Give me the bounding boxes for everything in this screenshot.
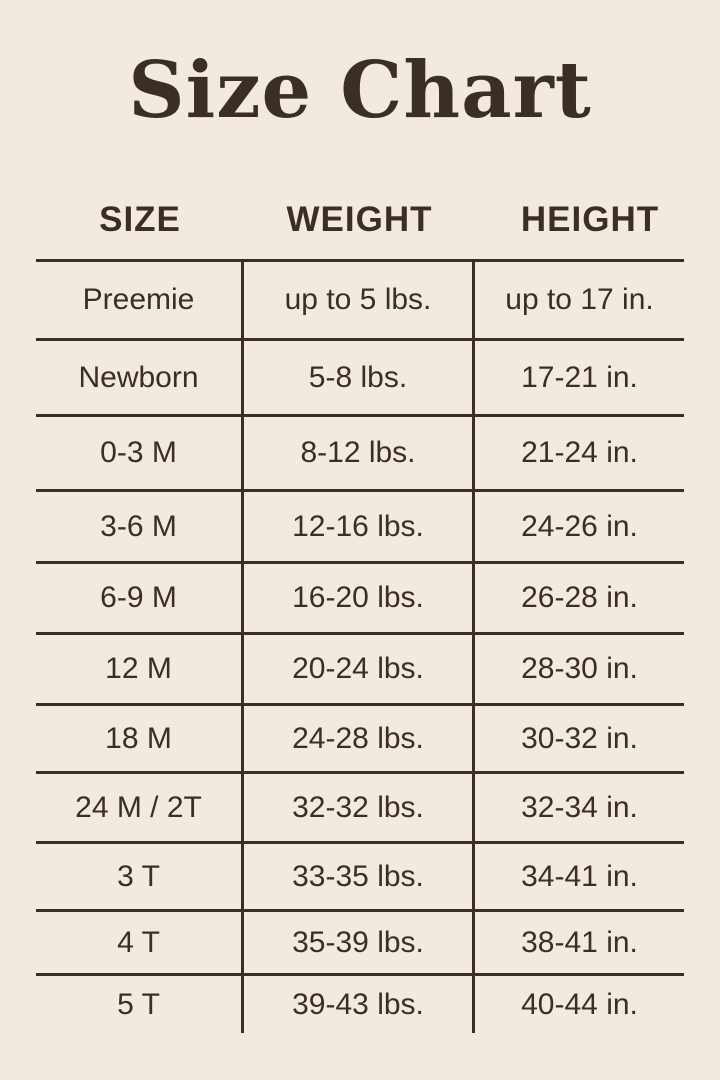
cell-height: 32-34 in.	[521, 790, 638, 824]
cell-size: 3-6 M	[36, 492, 244, 561]
cell-weight: 16-20 lbs.	[244, 564, 475, 632]
cell-weight: 32-32 lbs.	[244, 774, 475, 841]
table-row: 24 M / 2T 32-32 lbs. 32-34 in.	[36, 771, 684, 841]
cell-size: 4 T	[36, 912, 244, 973]
table-row: Newborn 5-8 lbs. 17-21 in.	[36, 338, 684, 414]
cell-size: 12 M	[36, 635, 244, 703]
cell-size: 24 M / 2T	[36, 774, 244, 841]
cell-size: Preemie	[36, 262, 244, 338]
cell-weight: 12-16 lbs.	[244, 492, 475, 561]
cell-weight: up to 5 lbs.	[244, 262, 475, 338]
cell-height: 21-24 in.	[521, 436, 638, 469]
cell-height: 17-21 in.	[521, 360, 638, 394]
cell-size: Newborn	[36, 341, 244, 414]
page-title: Size Chart	[128, 45, 592, 136]
header-weight: WEIGHT	[286, 200, 433, 239]
table-row: 5 T 39-43 lbs. 40-44 in.	[36, 973, 684, 1033]
table-row: 12 M 20-24 lbs. 28-30 in.	[36, 632, 684, 703]
cell-height: 24-26 in.	[521, 509, 638, 543]
cell-size: 5 T	[36, 976, 244, 1033]
cell-size: 3 T	[36, 844, 244, 909]
table-row: 3 T 33-35 lbs. 34-41 in.	[36, 841, 684, 909]
table-row: 18 M 24-28 lbs. 30-32 in.	[36, 703, 684, 771]
cell-weight: 24-28 lbs.	[244, 706, 475, 771]
cell-height: 26-28 in.	[521, 581, 638, 614]
cell-weight: 20-24 lbs.	[244, 635, 475, 703]
header-size: SIZE	[99, 200, 181, 239]
cell-height: up to 17 in.	[505, 283, 654, 316]
cell-weight: 33-35 lbs.	[244, 844, 475, 909]
cell-weight: 35-39 lbs.	[244, 912, 475, 973]
cell-size: 18 M	[36, 706, 244, 771]
size-table: Preemie up to 5 lbs. up to 17 in. Newborn 5-…	[36, 259, 684, 1033]
table-row: Preemie up to 5 lbs. up to 17 in.	[36, 259, 684, 338]
table-row: 6-9 M 16-20 lbs. 26-28 in.	[36, 561, 684, 632]
cell-size: 6-9 M	[36, 564, 244, 632]
table-row: 3-6 M 12-16 lbs. 24-26 in.	[36, 489, 684, 561]
cell-weight: 5-8 lbs.	[244, 341, 475, 414]
cell-height: 34-41 in.	[521, 859, 638, 893]
cell-height: 40-44 in.	[521, 987, 638, 1021]
table-row: 0-3 M 8-12 lbs. 21-24 in.	[36, 414, 684, 489]
cell-height: 28-30 in.	[521, 652, 638, 685]
cell-weight: 8-12 lbs.	[244, 417, 475, 489]
table-row: 4 T 35-39 lbs. 38-41 in.	[36, 909, 684, 973]
header-height: HEIGHT	[520, 200, 660, 239]
cell-size: 0-3 M	[36, 417, 244, 489]
cell-height: 38-41 in.	[521, 925, 638, 959]
cell-height: 30-32 in.	[521, 721, 638, 755]
cell-weight: 39-43 lbs.	[244, 976, 475, 1033]
